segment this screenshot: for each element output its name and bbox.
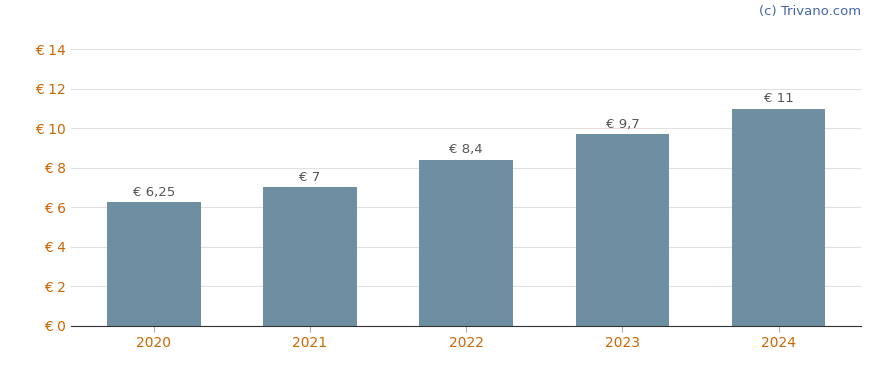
Bar: [732, 108, 826, 326]
Bar: [107, 202, 201, 326]
Text: (c) Trivano.com: (c) Trivano.com: [759, 5, 861, 18]
Bar: [419, 160, 513, 326]
Text: € 11: € 11: [764, 92, 794, 105]
Bar: [263, 188, 357, 326]
Text: € 8,4: € 8,4: [449, 143, 483, 156]
Text: € 7: € 7: [299, 171, 321, 184]
Text: € 6,25: € 6,25: [132, 186, 175, 199]
Text: € 9,7: € 9,7: [606, 118, 639, 131]
Bar: [575, 134, 670, 326]
